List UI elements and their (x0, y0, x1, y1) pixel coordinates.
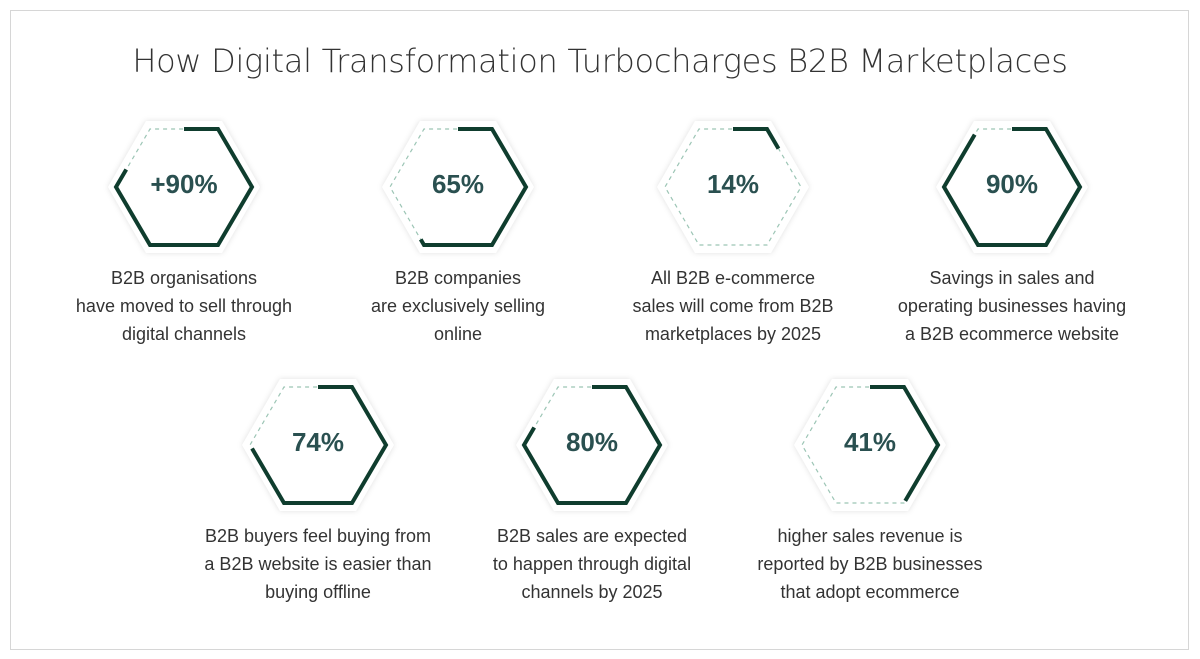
stat-description: B2B companies are exclusively selling onli… (318, 264, 598, 348)
hexagon-background (794, 379, 946, 511)
hexagon-background (657, 121, 809, 253)
description-line: digital channels (121, 324, 247, 344)
progress-fill (387, 127, 529, 247)
description-line: are exclusively selling (370, 296, 546, 316)
hexagon-progress-icon (936, 121, 1088, 253)
description-line: B2B sales are expected (496, 526, 688, 546)
description-line: All B2B e-commerce (650, 268, 816, 288)
description-line: online (433, 324, 483, 344)
progress-track (801, 386, 939, 504)
description-line: B2B companies (394, 268, 522, 288)
hexagon-progress-icon (657, 121, 809, 253)
stat-value: 74% (291, 427, 345, 457)
description-line: operating businesses having (897, 296, 1127, 316)
description-line: buying offline (265, 582, 371, 602)
description-line: have moved to sell through (75, 296, 293, 316)
progress-track (664, 128, 802, 246)
stat-value: 65% (431, 169, 485, 199)
page-title: How Digital Transformation Turbocharges … (132, 42, 1068, 80)
progress-fill (799, 385, 941, 505)
description-line: reported by B2B businesses (757, 554, 983, 574)
progress-fill (662, 127, 804, 247)
stat-description: Savings in sales and operating businesses… (872, 264, 1152, 348)
hexagon-background (108, 121, 260, 253)
stat-value: +90% (150, 169, 218, 199)
hexagon-background (516, 379, 668, 511)
stat-value: 14% (706, 169, 760, 199)
stat-description: B2B organisations have moved to sell thro… (44, 264, 324, 348)
stat-value: 41% (843, 427, 897, 457)
stat-description: All B2B e-commerce sales will come from B… (593, 264, 873, 348)
stat-description: B2B buyers feel buying from a B2B website… (178, 522, 458, 606)
description-line: B2B organisations (110, 268, 258, 288)
hexagon-progress-icon (242, 379, 394, 511)
progress-fill (247, 385, 389, 505)
hexagon-progress-icon (794, 379, 946, 511)
stat-value: 80% (565, 427, 619, 457)
hexagon-background (242, 379, 394, 511)
description-line: a B2B ecommerce website (904, 324, 1120, 344)
hexagon-progress-icon (516, 379, 668, 511)
progress-fill (521, 385, 663, 505)
progress-fill (941, 127, 1083, 247)
infographic-frame (10, 10, 1189, 650)
hexagon-progress-icon (108, 121, 260, 253)
description-line: that adopt ecommerce (780, 582, 960, 602)
description-line: to happen through digital (492, 554, 692, 574)
description-line: a B2B website is easier than (204, 554, 432, 574)
description-line: B2B buyers feel buying from (204, 526, 432, 546)
hexagon-background (936, 121, 1088, 253)
description-line: higher sales revenue is (777, 526, 963, 546)
stat-description: higher sales revenue is reported by B2B b… (730, 522, 1010, 606)
hexagon-background (382, 121, 534, 253)
description-line: Savings in sales and (929, 268, 1095, 288)
description-line: marketplaces by 2025 (644, 324, 822, 344)
description-line: channels by 2025 (521, 582, 663, 602)
description-line: sales will come from B2B (632, 296, 834, 316)
stat-value: 90% (985, 169, 1039, 199)
hexagon-progress-icon (382, 121, 534, 253)
stat-description: B2B sales are expected to happen through … (452, 522, 732, 606)
progress-fill (113, 127, 255, 247)
